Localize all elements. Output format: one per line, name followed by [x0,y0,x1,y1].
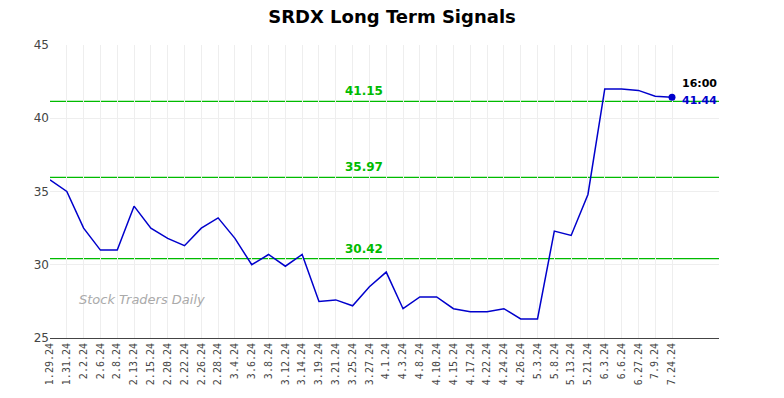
svg-text:4.22.24: 4.22.24 [481,343,492,385]
svg-text:5.13.24: 5.13.24 [565,343,576,385]
svg-text:25: 25 [34,331,49,345]
svg-text:1.29.24: 1.29.24 [44,343,55,385]
svg-text:4.15.24: 4.15.24 [448,343,459,385]
svg-text:4.10.24: 4.10.24 [431,343,442,385]
svg-text:3.27.24: 3.27.24 [364,343,375,385]
svg-text:35: 35 [34,185,49,199]
svg-text:5.3.24: 5.3.24 [532,343,543,379]
svg-text:3.8.24: 3.8.24 [263,343,274,379]
svg-text:6.27.24: 6.27.24 [633,343,644,385]
svg-text:2.8.24: 2.8.24 [111,343,122,379]
svg-text:16:00: 16:00 [682,77,717,90]
svg-text:3.12.24: 3.12.24 [280,343,291,385]
svg-text:3.21.24: 3.21.24 [330,343,341,385]
svg-text:4.17.24: 4.17.24 [465,343,476,385]
svg-text:2.26.24: 2.26.24 [196,343,207,385]
svg-text:30.42: 30.42 [345,242,383,256]
svg-text:2.15.24: 2.15.24 [145,343,156,385]
svg-text:6.3.24: 6.3.24 [599,343,610,379]
svg-text:2.2.24: 2.2.24 [78,343,89,379]
svg-text:3.19.24: 3.19.24 [313,343,324,385]
svg-text:7.9.24: 7.9.24 [649,343,660,379]
svg-text:41.44: 41.44 [682,94,717,107]
svg-text:5.8.24: 5.8.24 [549,343,560,379]
svg-text:1.31.24: 1.31.24 [61,343,72,385]
svg-text:3.4.24: 3.4.24 [229,343,240,379]
svg-text:6.6.24: 6.6.24 [616,343,627,379]
svg-text:4.1.24: 4.1.24 [380,343,391,379]
svg-text:2.13.24: 2.13.24 [128,343,139,385]
svg-text:3.25.24: 3.25.24 [347,343,358,385]
svg-text:Stock Traders Daily: Stock Traders Daily [79,292,205,307]
svg-text:5.21.24: 5.21.24 [582,343,593,385]
svg-text:4.26.24: 4.26.24 [515,343,526,385]
svg-text:4.3.24: 4.3.24 [397,343,408,379]
svg-text:4.24.24: 4.24.24 [498,343,509,385]
svg-text:3.14.24: 3.14.24 [296,343,307,385]
svg-text:2.6.24: 2.6.24 [95,343,106,379]
svg-text:2.22.24: 2.22.24 [179,343,190,385]
svg-text:41.15: 41.15 [345,84,383,98]
svg-text:35.97: 35.97 [345,160,383,174]
svg-text:4.8.24: 4.8.24 [414,343,425,379]
svg-text:40: 40 [34,111,49,125]
svg-text:30: 30 [34,258,49,272]
svg-text:SRDX Long Term Signals: SRDX Long Term Signals [268,6,516,27]
svg-text:2.28.24: 2.28.24 [212,343,223,385]
svg-text:7.24.24: 7.24.24 [666,343,677,385]
svg-text:45: 45 [34,38,49,52]
svg-text:2.20.24: 2.20.24 [162,343,173,385]
svg-text:3.6.24: 3.6.24 [246,343,257,379]
